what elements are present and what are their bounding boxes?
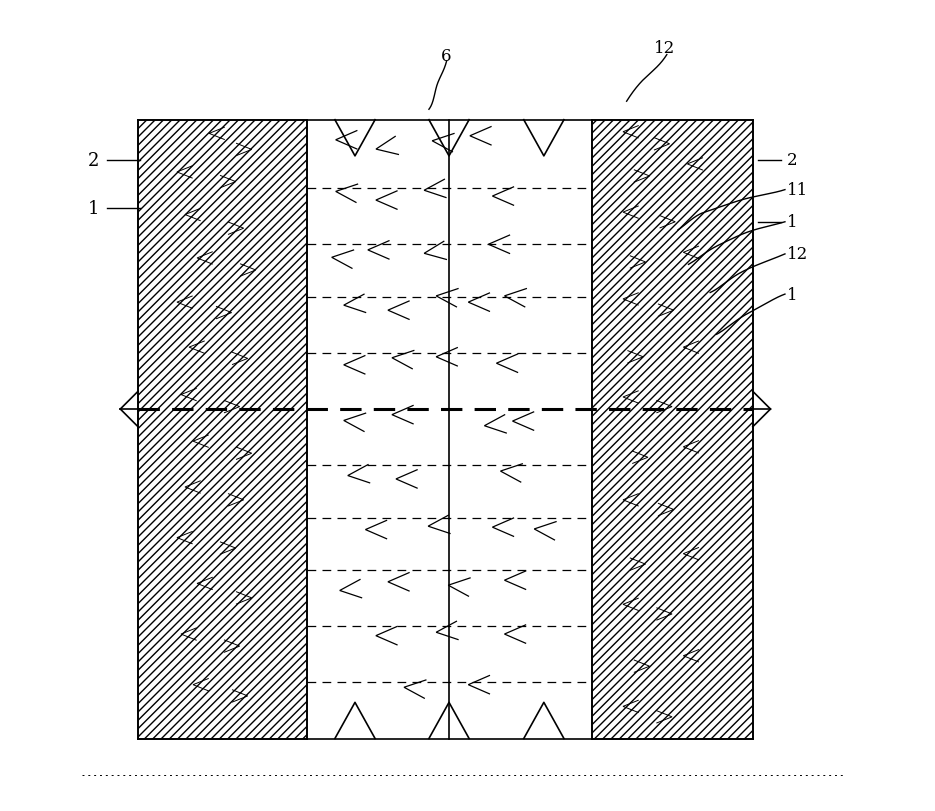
Text: 2: 2	[786, 152, 798, 169]
Text: 11: 11	[786, 182, 808, 199]
Bar	[592, 121, 753, 739]
Text: 12: 12	[654, 40, 675, 57]
Text: 1: 1	[88, 200, 99, 218]
Bar	[138, 121, 307, 739]
Text: 12: 12	[786, 246, 808, 263]
Text: 1: 1	[786, 214, 798, 231]
Text: 6: 6	[441, 48, 452, 65]
Text: 2: 2	[88, 152, 99, 169]
Text: 1: 1	[786, 286, 798, 303]
